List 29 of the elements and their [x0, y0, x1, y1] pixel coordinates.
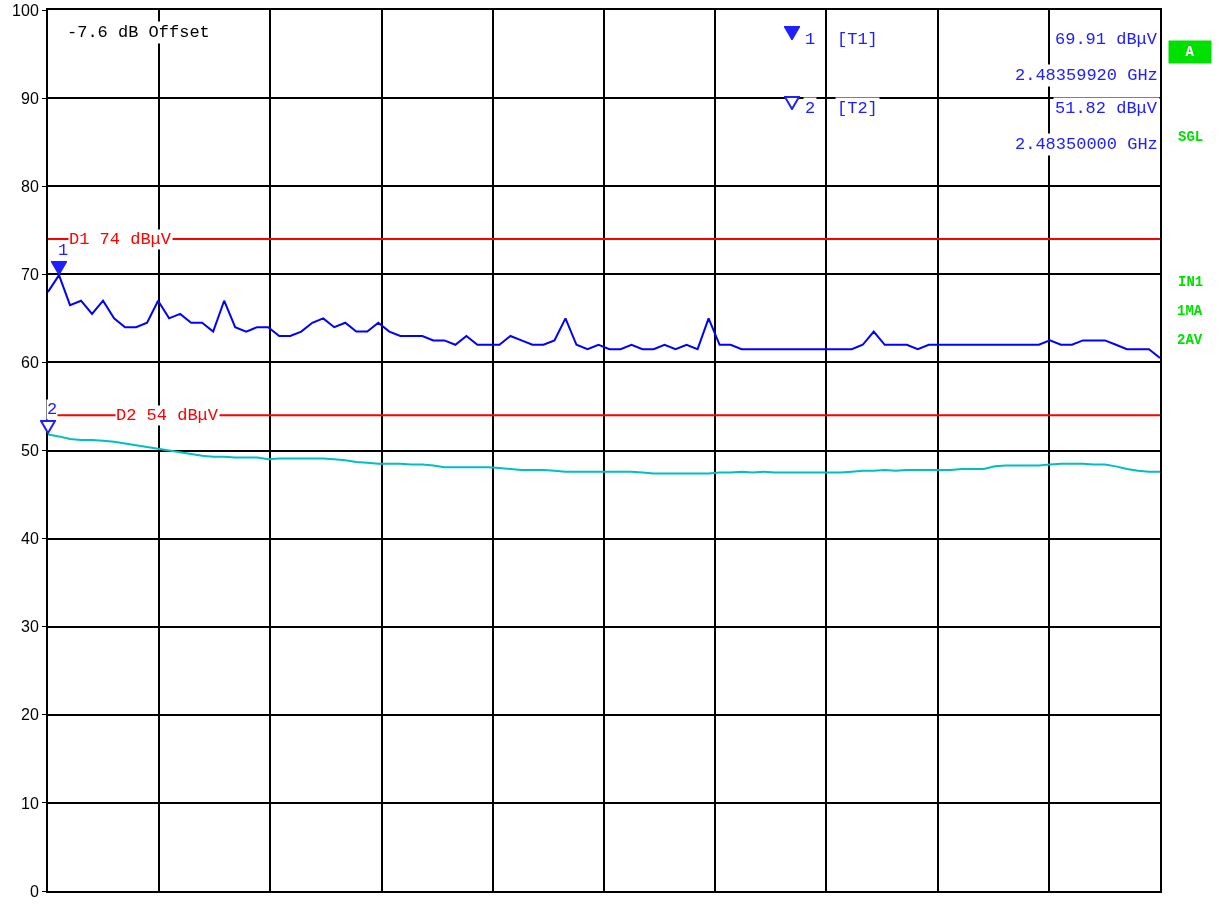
- annotation: 1: [805, 30, 816, 49]
- text: 2AV: [1177, 332, 1203, 348]
- annotation: 1: [58, 241, 69, 260]
- text: 1MA: [1177, 303, 1203, 319]
- y-tick-label: 80: [21, 177, 39, 195]
- y-tick-label: 30: [21, 618, 39, 636]
- annotation: -7.6 dB Offset: [67, 23, 210, 42]
- annotation: 2: [805, 99, 816, 118]
- y-tick-label: 10: [21, 794, 39, 812]
- text: IN1: [1178, 274, 1204, 290]
- y-tick-label: 0: [29, 882, 39, 900]
- ref-line-label: D2 54 dBμV: [116, 406, 219, 425]
- y-tick-label: 20: [21, 706, 39, 724]
- annotation: 69.91 dBμV: [1055, 30, 1158, 49]
- y-tick-label: 70: [21, 265, 39, 283]
- annotation: 2: [47, 400, 58, 419]
- annotation: [T1]: [837, 30, 878, 49]
- y-tick-label: 40: [21, 530, 39, 548]
- ref-line-label: D1 74 dBμV: [69, 230, 172, 249]
- y-tick-label: 60: [21, 354, 39, 371]
- y-tick-label: 100: [12, 1, 39, 19]
- text: A: [1185, 44, 1195, 60]
- annotation: 2.48350000 GHz: [1015, 135, 1158, 154]
- annotation: 51.82 dBμV: [1055, 99, 1158, 118]
- text: SGL: [1178, 129, 1204, 145]
- annotation: [T2]: [837, 99, 878, 118]
- annotation: 2.48359920 GHz: [1015, 66, 1158, 85]
- y-tick-label: 50: [21, 442, 39, 460]
- y-tick-label: 90: [21, 89, 39, 107]
